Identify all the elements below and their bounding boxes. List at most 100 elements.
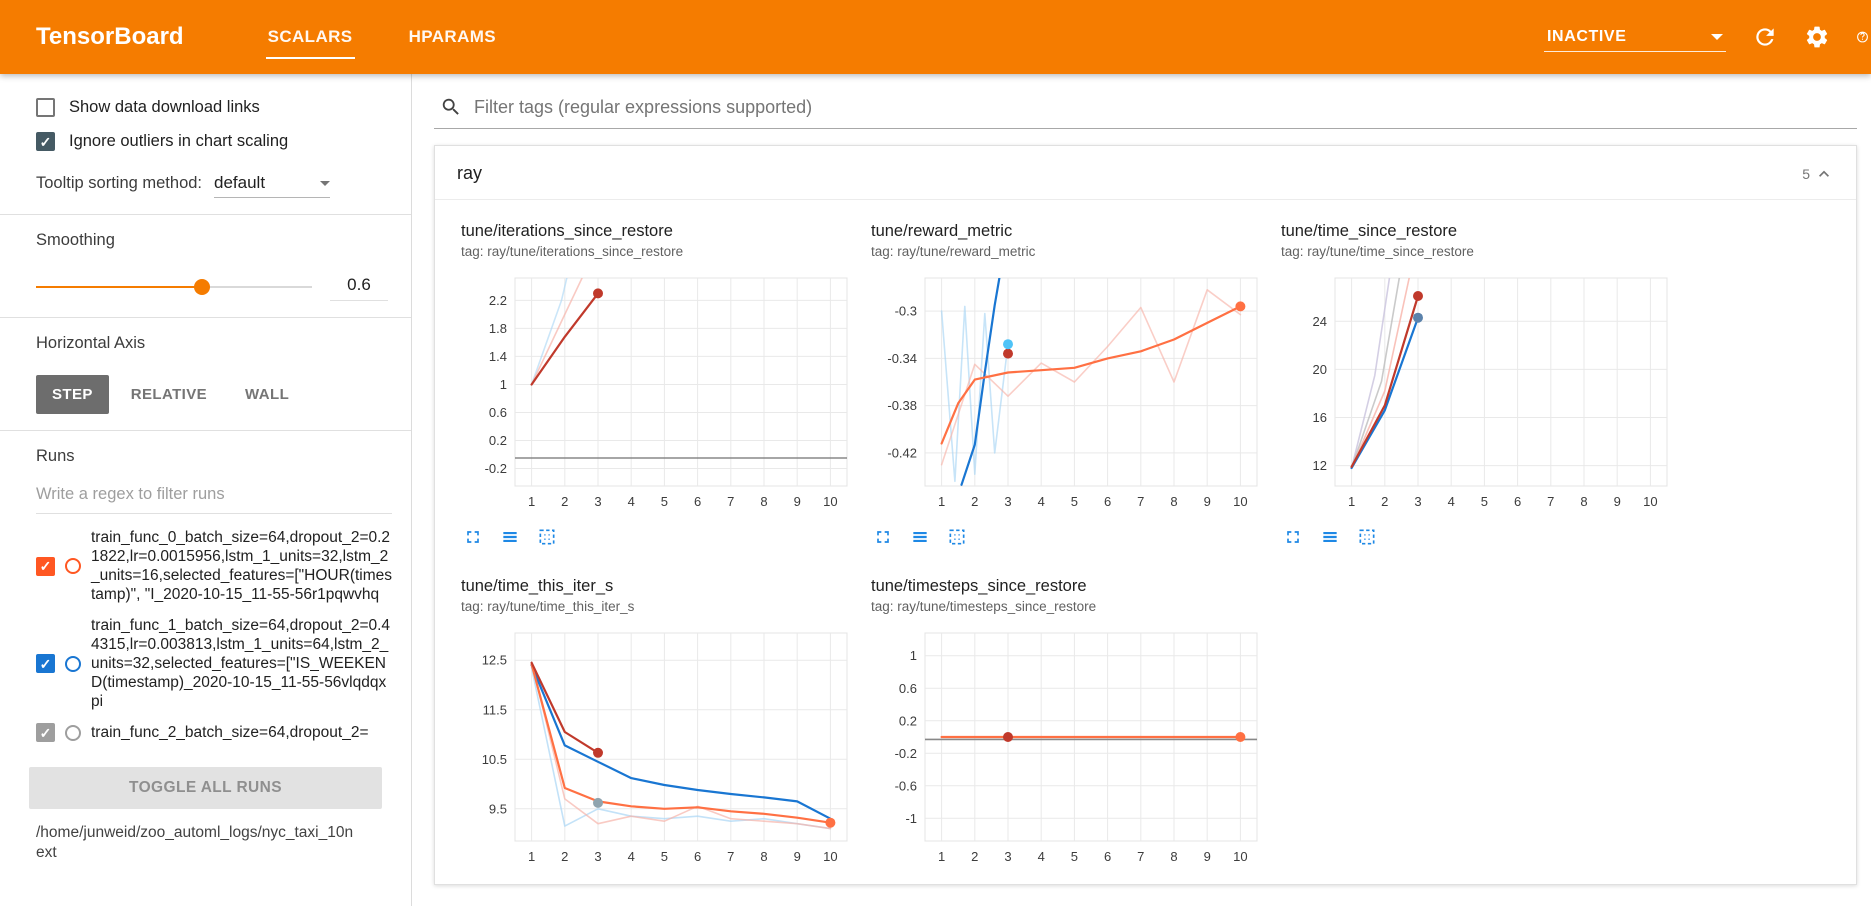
tooltip-sorting-dropdown[interactable]: default [214, 173, 331, 198]
svg-text:10: 10 [823, 494, 837, 509]
tag-filter-input[interactable] [474, 96, 1851, 118]
svg-text:8: 8 [760, 849, 767, 864]
run-row[interactable]: train_func_2_batch_size=64,dropout_2= [36, 723, 392, 742]
show-download-links-label: Show data download links [69, 98, 260, 116]
chevron-up-icon[interactable] [1814, 164, 1834, 184]
svg-text:11.5: 11.5 [483, 702, 507, 717]
sidebar: Show data download links Ignore outliers… [0, 74, 412, 906]
menu-lines-icon[interactable] [910, 527, 930, 547]
svg-text:6: 6 [694, 849, 701, 864]
svg-text:7: 7 [1137, 849, 1144, 864]
svg-text:12.5: 12.5 [482, 653, 507, 668]
log-directory: /home/junweid/zoo_automl_logs/nyc_taxi_1… [36, 824, 354, 861]
svg-text:9.5: 9.5 [489, 801, 507, 816]
chart-tag: tag: ray/tune/reward_metric [871, 244, 1036, 259]
chart-title: tune/iterations_since_restore [461, 222, 673, 240]
expand-chart-icon[interactable] [1283, 527, 1303, 547]
runs-filter-input[interactable] [36, 478, 392, 514]
fit-domain-icon[interactable] [1357, 527, 1377, 547]
svg-text:6: 6 [1104, 849, 1111, 864]
tag-group-title: ray [457, 163, 483, 183]
tooltip-sorting-label: Tooltip sorting method: [36, 174, 203, 192]
menu-lines-icon[interactable] [1320, 527, 1340, 547]
svg-text:8: 8 [1170, 494, 1177, 509]
smoothing-slider[interactable] [36, 278, 312, 296]
svg-text:-1: -1 [905, 811, 917, 826]
expand-chart-icon[interactable] [463, 527, 483, 547]
svg-text:1: 1 [528, 494, 535, 509]
svg-text:10.5: 10.5 [482, 752, 507, 767]
run-color-circle[interactable] [65, 724, 81, 741]
app-header: TensorBoard SCALARS HPARAMS INACTIVE [0, 0, 1871, 74]
svg-text:2: 2 [561, 494, 568, 509]
menu-lines-icon[interactable] [500, 527, 520, 547]
svg-text:1: 1 [528, 849, 535, 864]
svg-text:1: 1 [938, 494, 945, 509]
axis-wall-button[interactable]: WALL [229, 375, 305, 414]
help-icon[interactable] [1856, 24, 1869, 50]
chart-toolbar [871, 527, 1267, 547]
show-download-links-row[interactable]: Show data download links [36, 98, 392, 117]
run-row[interactable]: train_func_1_batch_size=64,dropout_2=0.4… [36, 616, 392, 711]
tag-filter-row [434, 88, 1857, 129]
fit-domain-icon[interactable] [537, 527, 557, 547]
show-download-links-checkbox[interactable] [36, 98, 55, 117]
tag-group-header[interactable]: ray 5 [435, 146, 1856, 200]
tooltip-sorting-value: default [214, 173, 266, 192]
svg-text:10: 10 [1643, 494, 1657, 509]
menu-lines-icon[interactable] [910, 882, 930, 884]
ignore-outliers-row[interactable]: Ignore outliers in chart scaling [36, 132, 392, 151]
axis-relative-button[interactable]: RELATIVE [115, 375, 223, 414]
chart-plot[interactable]: 1 2 3 4 5 6 7 8 9 10 -0.42 -0.38 -0.34 -0.3 [871, 271, 1267, 517]
svg-text:1.8: 1.8 [489, 321, 507, 336]
svg-text:10: 10 [1233, 849, 1247, 864]
svg-text:20: 20 [1313, 362, 1327, 377]
axis-step-button[interactable]: STEP [36, 375, 109, 414]
fit-domain-icon[interactable] [537, 882, 557, 884]
menu-lines-icon[interactable] [500, 882, 520, 884]
svg-text:-0.3: -0.3 [895, 304, 917, 319]
tab-hparams[interactable]: HPARAMS [408, 27, 497, 46]
svg-text:7: 7 [727, 494, 734, 509]
run-checkbox[interactable] [36, 723, 55, 742]
refresh-icon[interactable] [1752, 24, 1778, 50]
svg-text:9: 9 [794, 849, 801, 864]
chart-tag: tag: ray/tune/time_since_restore [1281, 244, 1474, 259]
svg-text:-0.34: -0.34 [887, 351, 917, 366]
svg-text:7: 7 [1137, 494, 1144, 509]
tab-scalars[interactable]: SCALARS [240, 0, 381, 74]
toggle-all-runs-button[interactable]: TOGGLE ALL RUNS [29, 767, 382, 809]
settings-gear-icon[interactable] [1804, 24, 1830, 50]
chart-tag: tag: ray/tune/time_this_iter_s [461, 599, 635, 614]
svg-text:8: 8 [760, 494, 767, 509]
chart-plot[interactable]: 1 2 3 4 5 6 7 8 9 10 -0.2 0.2 0.6 1 1.4 1.8 2.2 [461, 271, 857, 517]
run-color-circle[interactable] [65, 558, 81, 574]
run-color-circle[interactable] [65, 655, 81, 672]
expand-chart-icon[interactable] [463, 882, 483, 884]
chart-plot[interactable]: 1 2 3 4 5 6 7 8 9 10 -1 -0.6 -0.2 0.2 0.6 1 [871, 626, 1267, 872]
smoothing-thumb[interactable] [193, 278, 210, 295]
svg-text:-0.38: -0.38 [887, 398, 917, 413]
svg-text:2: 2 [971, 849, 978, 864]
chart-card: tune/iterations_since_restore tag: ray/tu… [461, 222, 857, 547]
expand-chart-icon[interactable] [873, 882, 893, 884]
svg-text:5: 5 [1481, 494, 1488, 509]
chart-plot[interactable]: 1 2 3 4 5 6 7 8 9 10 9.5 10.5 11.5 12.5 [461, 626, 857, 872]
svg-text:0.2: 0.2 [489, 433, 507, 448]
expand-chart-icon[interactable] [873, 527, 893, 547]
reload-status-dropdown[interactable]: INACTIVE [1544, 23, 1726, 52]
run-row[interactable]: train_func_0_batch_size=64,dropout_2=0.2… [36, 528, 392, 604]
svg-text:8: 8 [1580, 494, 1587, 509]
ignore-outliers-checkbox[interactable] [36, 132, 55, 151]
svg-text:7: 7 [1547, 494, 1554, 509]
smoothing-value[interactable]: 0.6 [330, 272, 388, 301]
run-checkbox[interactable] [36, 654, 55, 673]
divider [0, 214, 411, 215]
fit-domain-icon[interactable] [947, 882, 967, 884]
chart-title: tune/reward_metric [871, 222, 1013, 240]
fit-domain-icon[interactable] [947, 527, 967, 547]
svg-text:-0.42: -0.42 [887, 445, 917, 460]
run-checkbox[interactable] [36, 556, 55, 576]
svg-text:4: 4 [1038, 849, 1045, 864]
